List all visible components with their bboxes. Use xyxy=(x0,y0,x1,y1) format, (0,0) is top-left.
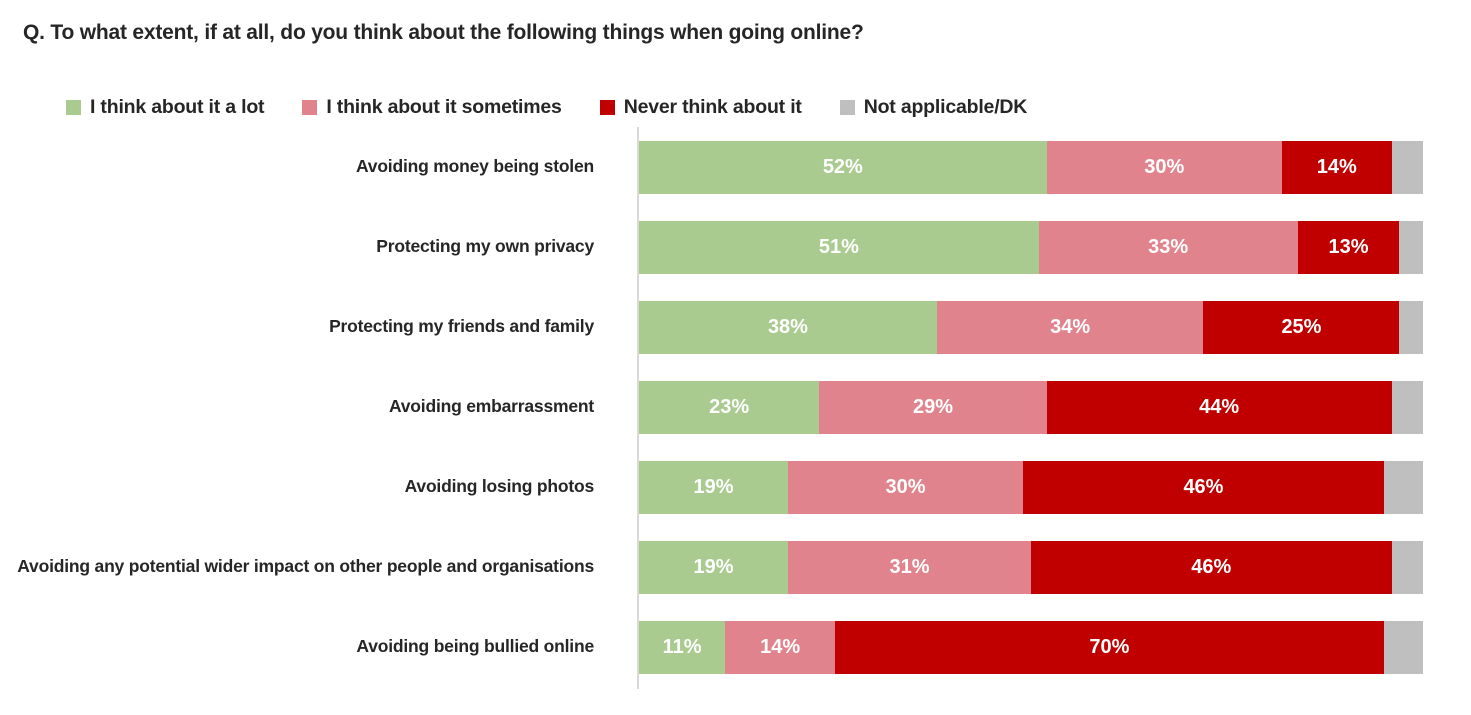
bar-segment xyxy=(1383,460,1423,514)
bar-segment: 52% xyxy=(639,140,1047,194)
legend-item: Never think about it xyxy=(599,96,802,119)
bar-value-label: 33% xyxy=(1148,235,1189,258)
stacked-bar: 51% 33% 13% xyxy=(639,220,1423,274)
bar-value-label: 14% xyxy=(760,635,801,658)
chart-row: Avoiding being bullied online 11% 14% 70% xyxy=(0,607,1423,687)
bar-value-label: 29% xyxy=(912,395,953,418)
stacked-bar: 52% 30% 14% xyxy=(639,140,1423,194)
bar-segment: 33% xyxy=(1038,220,1298,274)
bar-segment: 19% xyxy=(639,540,788,594)
category-label: Avoiding any potential wider impact on o… xyxy=(17,556,594,577)
bar-segment: 30% xyxy=(787,460,1024,514)
legend-swatch-icon xyxy=(839,100,855,115)
bar-segment xyxy=(1399,220,1423,274)
legend-item: I think about it sometimes xyxy=(302,96,562,119)
chart-row: Avoiding embarrassment 23% 29% 44% xyxy=(0,367,1423,447)
bar-segment: 29% xyxy=(819,380,1047,434)
chart-row: Protecting my own privacy 51% 33% 13% xyxy=(0,207,1423,287)
bar-segment xyxy=(1391,540,1423,594)
bar-value-label: 52% xyxy=(822,155,863,178)
bar-segment: 30% xyxy=(1046,140,1282,194)
bar-value-label: 30% xyxy=(1144,155,1185,178)
stacked-bar: 11% 14% 70% xyxy=(639,620,1423,674)
legend-item: I think about it a lot xyxy=(66,96,265,119)
bar-segment: 13% xyxy=(1297,220,1400,274)
legend-swatch-icon xyxy=(599,100,615,115)
bar-value-label: 31% xyxy=(889,555,930,578)
bar-value-label: 44% xyxy=(1199,395,1240,418)
bar-segment: 11% xyxy=(639,620,726,674)
legend-swatch-icon xyxy=(302,100,318,115)
chart-row: Avoiding money being stolen 52% 30% 14% xyxy=(0,127,1423,207)
chart-title: Q. To what extent, if at all, do you thi… xyxy=(23,21,864,44)
bar-value-label: 38% xyxy=(767,315,808,338)
bar-segment xyxy=(1383,620,1423,674)
bar-segment: 31% xyxy=(787,540,1031,594)
legend: I think about it a lot I think about it s… xyxy=(66,96,1065,119)
bar-segment: 23% xyxy=(639,380,820,434)
bar-value-label: 30% xyxy=(885,475,926,498)
bar-segment: 38% xyxy=(639,300,937,354)
bar-value-label: 34% xyxy=(1050,315,1091,338)
bar-segment: 34% xyxy=(936,300,1204,354)
bar-segment: 51% xyxy=(639,220,1039,274)
bar-segment: 44% xyxy=(1046,380,1392,434)
bar-value-label: 70% xyxy=(1089,635,1130,658)
category-label: Protecting my friends and family xyxy=(329,316,594,337)
chart-rows: Avoiding money being stolen 52% 30% 14% Prot… xyxy=(0,127,1423,687)
bar-value-label: 25% xyxy=(1281,315,1322,338)
bar-segment: 46% xyxy=(1023,460,1384,514)
bar-value-label: 19% xyxy=(693,555,734,578)
bar-value-label: 13% xyxy=(1328,235,1369,258)
stacked-bar: 23% 29% 44% xyxy=(639,380,1423,434)
stacked-bar: 19% 30% 46% xyxy=(639,460,1423,514)
chart-row: Avoiding any potential wider impact on o… xyxy=(0,527,1423,607)
legend-label: I think about it a lot xyxy=(90,96,265,118)
category-axis-line xyxy=(637,127,639,689)
bar-segment: 25% xyxy=(1203,300,1400,354)
legend-item: Not applicable/DK xyxy=(839,96,1028,119)
category-label: Protecting my own privacy xyxy=(376,236,594,257)
category-label: Avoiding losing photos xyxy=(404,476,595,497)
bar-value-label: 46% xyxy=(1191,555,1232,578)
bar-segment xyxy=(1391,140,1423,194)
bar-segment: 70% xyxy=(834,620,1384,674)
bar-value-label: 11% xyxy=(662,635,702,658)
legend-swatch-icon xyxy=(66,100,81,115)
bar-value-label: 23% xyxy=(709,395,750,418)
chart-row: Avoiding losing photos 19% 30% 46% xyxy=(0,447,1423,527)
legend-label: Never think about it xyxy=(623,96,802,118)
bar-value-label: 51% xyxy=(818,235,859,258)
category-label: Avoiding being bullied online xyxy=(356,636,594,657)
bar-segment: 19% xyxy=(639,460,788,514)
bar-value-label: 14% xyxy=(1316,155,1357,178)
bar-segment: 46% xyxy=(1030,540,1392,594)
chart-row: Protecting my friends and family 38% 34% 25… xyxy=(0,287,1423,367)
category-label: Avoiding embarrassment xyxy=(388,396,594,417)
stacked-bar: 38% 34% 25% xyxy=(639,300,1423,354)
bar-segment xyxy=(1399,300,1423,354)
bar-value-label: 46% xyxy=(1183,475,1224,498)
bar-segment: 14% xyxy=(1281,140,1392,194)
stacked-bar: 19% 31% 46% xyxy=(639,540,1423,594)
bar-value-label: 19% xyxy=(693,475,734,498)
bar-segment: 14% xyxy=(725,620,835,674)
legend-label: Not applicable/DK xyxy=(863,96,1028,118)
bar-segment xyxy=(1391,380,1423,434)
category-label: Avoiding money being stolen xyxy=(356,156,594,177)
legend-label: I think about it sometimes xyxy=(326,96,562,118)
stacked-bar-chart: Avoiding money being stolen 52% 30% 14% Prot… xyxy=(0,127,1423,689)
